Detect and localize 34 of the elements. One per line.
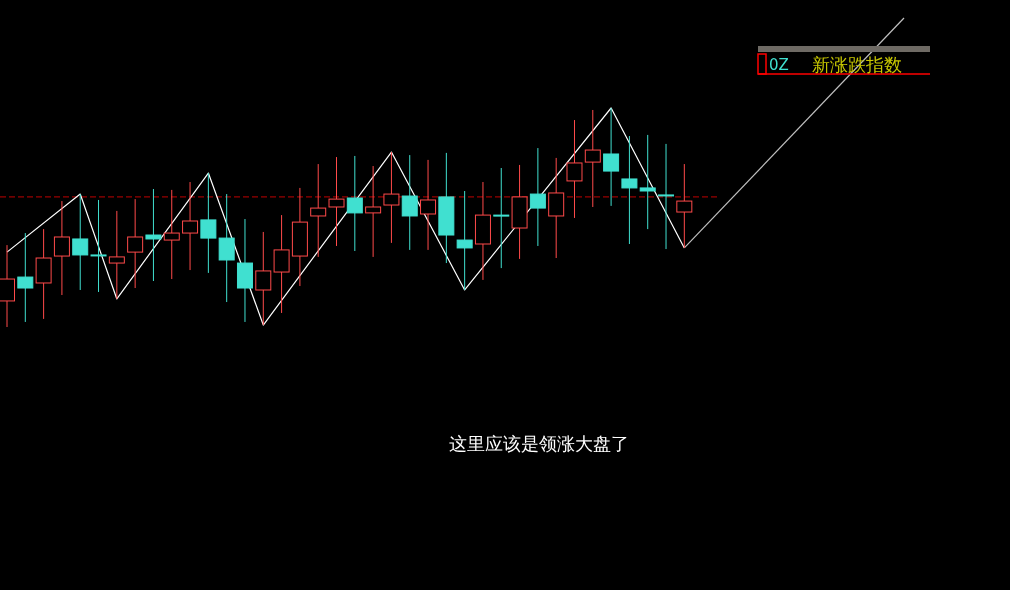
candlestick <box>328 156 345 247</box>
candlestick <box>218 193 235 303</box>
candlestick <box>108 210 125 300</box>
candlestick <box>182 181 199 271</box>
candlestick <box>603 107 620 207</box>
candlestick <box>529 147 546 247</box>
candlestick <box>365 165 382 258</box>
candlestick <box>639 134 656 230</box>
candlestick <box>145 188 162 282</box>
candlestick <box>90 199 107 293</box>
candlestick <box>163 189 180 280</box>
candlestick <box>17 232 34 323</box>
candlestick <box>584 109 601 208</box>
candlestick <box>346 155 363 252</box>
candlestick <box>456 190 473 291</box>
candlestick <box>200 172 217 274</box>
candlestick <box>255 231 272 326</box>
candlestick <box>72 193 89 291</box>
candlestick <box>273 214 290 314</box>
candlestick <box>548 157 565 259</box>
text: 0Z <box>769 56 789 74</box>
candlestick <box>383 151 400 244</box>
candlestick <box>310 163 327 258</box>
candlestick <box>621 135 638 245</box>
candlestick <box>401 154 418 251</box>
candlestick <box>53 200 70 296</box>
text: 这里应该是领涨大盘了 <box>449 433 629 454</box>
candlestick <box>566 119 583 219</box>
candlestick <box>493 167 510 269</box>
candlestick <box>127 198 144 289</box>
candlestick <box>676 163 693 249</box>
candlestick <box>0 244 15 328</box>
candlestick <box>658 143 675 250</box>
candlestick <box>420 159 437 251</box>
